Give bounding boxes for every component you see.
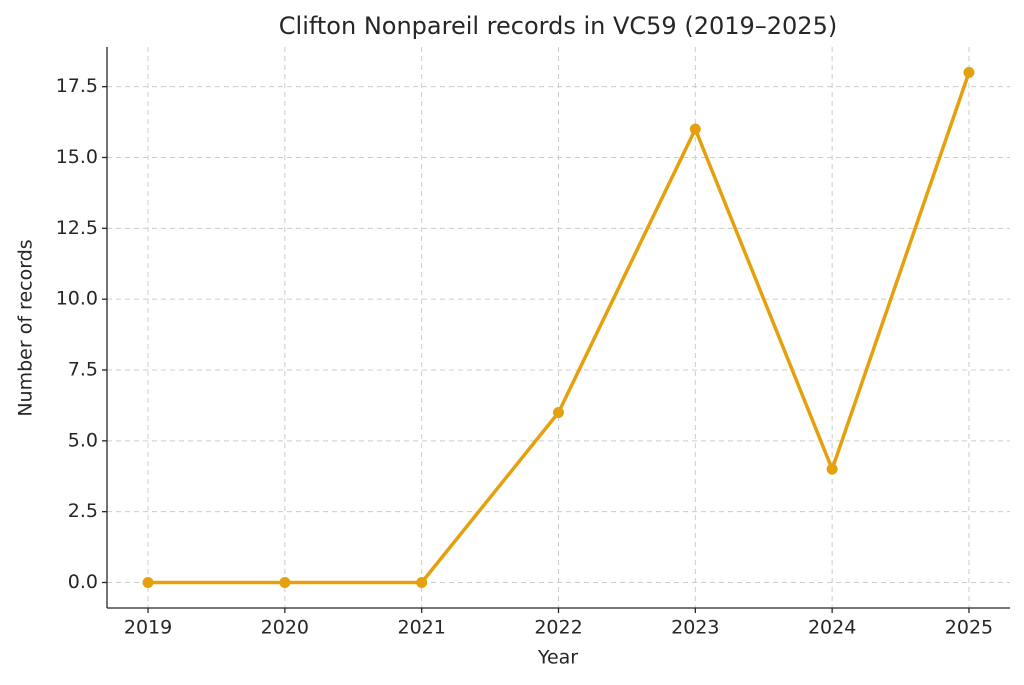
y-axis-label: Number of records xyxy=(15,239,37,416)
x-axis-label: Year xyxy=(537,647,578,669)
x-tick-label: 2024 xyxy=(808,617,856,639)
y-tick-label: 10.0 xyxy=(56,288,98,310)
y-tick-label: 2.5 xyxy=(68,500,98,522)
x-tick-label: 2020 xyxy=(261,617,309,639)
data-point xyxy=(142,577,154,588)
data-point xyxy=(553,407,564,418)
x-tick-label: 2023 xyxy=(671,617,719,639)
x-tick-label: 2022 xyxy=(534,617,582,639)
x-tick-label: 2025 xyxy=(945,617,993,639)
y-tick-label: 0.0 xyxy=(68,571,98,593)
chart-title: Clifton Nonpareil records in VC59 (2019–… xyxy=(279,12,837,40)
data-point xyxy=(416,577,428,588)
y-tick-label: 17.5 xyxy=(56,75,98,97)
data-point xyxy=(963,67,975,78)
y-tick-label: 5.0 xyxy=(68,429,98,451)
data-point xyxy=(689,123,701,135)
y-tick-label: 15.0 xyxy=(56,146,98,168)
y-tick-label: 7.5 xyxy=(68,359,98,381)
data-point xyxy=(826,463,838,475)
x-tick-label: 2019 xyxy=(124,617,172,639)
y-tick-label: 12.5 xyxy=(56,217,98,239)
x-tick-label: 2021 xyxy=(398,617,446,639)
data-point xyxy=(279,577,291,588)
